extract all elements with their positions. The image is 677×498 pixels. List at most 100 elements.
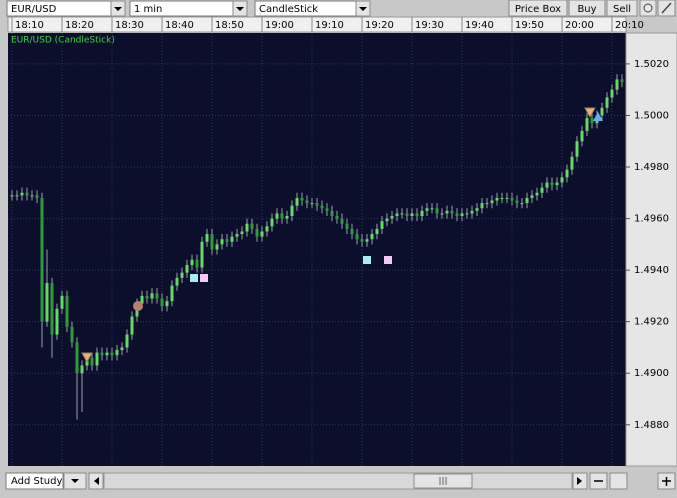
candle-body: [565, 169, 569, 178]
candle-body: [550, 182, 554, 186]
candle-body: [270, 218, 274, 227]
plot-area: [8, 33, 626, 466]
y-tick-label: 1.4900: [634, 368, 669, 379]
candle-body: [235, 234, 239, 237]
candle-body: [70, 326, 74, 343]
candle-body: [80, 365, 84, 374]
candle-body: [310, 203, 314, 205]
candle-body: [580, 130, 584, 142]
candle-body: [240, 231, 244, 235]
candle-body: [410, 213, 414, 216]
candle-body: [295, 197, 299, 206]
candle-body: [250, 223, 254, 229]
y-tick-label: 1.5020: [634, 59, 669, 70]
candle-body: [510, 197, 514, 201]
candle-body: [515, 200, 519, 204]
candle-body: [400, 213, 404, 215]
candle-body: [35, 195, 39, 198]
candle-body: [360, 239, 364, 242]
x-tick-label: 19:30: [415, 20, 444, 31]
x-tick-label: 19:40: [465, 20, 494, 31]
candle-body: [600, 107, 604, 116]
settings-button[interactable]: [639, 0, 657, 17]
candle-body: [155, 293, 159, 299]
x-tick-label: 18:20: [65, 20, 94, 31]
order-marker: [133, 301, 143, 311]
candle-body: [610, 89, 614, 98]
candle-body: [105, 352, 109, 356]
candle-body: [290, 205, 294, 216]
y-tick-label: 1.4880: [634, 420, 669, 431]
candle-body: [420, 210, 424, 216]
candle-body: [430, 208, 434, 210]
candle-body: [620, 79, 624, 82]
candle-body: [275, 213, 279, 219]
interval: 1 min: [134, 4, 162, 15]
x-tick-label: 18:50: [215, 20, 244, 31]
zoom-in-small[interactable]: [609, 472, 628, 490]
candle-body: [495, 197, 499, 201]
candle-body: [280, 213, 284, 219]
candle-body: [20, 192, 24, 196]
candle-body: [25, 192, 29, 196]
x-tick-label: 19:20: [365, 20, 394, 31]
arrow-icon: [359, 7, 367, 11]
candle-body: [180, 272, 184, 278]
candle-body: [585, 118, 589, 131]
candle-body: [210, 234, 214, 250]
candle-body: [185, 264, 189, 273]
candle-body: [175, 277, 179, 286]
candle-body: [385, 218, 389, 222]
candle-body: [355, 234, 359, 240]
candle-body: [330, 210, 334, 216]
candle-body: [265, 226, 269, 232]
y-tick-label: 1.4960: [634, 214, 669, 225]
candle-body: [255, 228, 259, 237]
price-box-button[interactable]: [508, 0, 568, 17]
candle-body: [230, 236, 234, 242]
y-tick-label: 1.5000: [634, 110, 669, 121]
x-tick-label: 20:00: [565, 20, 594, 31]
candle-body: [50, 283, 54, 335]
candle-body: [320, 205, 324, 209]
bottom-bar: Add Study: [5, 472, 676, 490]
candle-body: [165, 301, 169, 307]
candle-body: [535, 192, 539, 196]
candle-body: [370, 234, 374, 240]
button-label: Price Box: [515, 4, 561, 15]
candle-body: [570, 156, 574, 170]
candle-body: [60, 295, 64, 309]
candle-body: [215, 244, 219, 250]
candle-body: [375, 228, 379, 235]
candle-body: [40, 197, 44, 322]
candle-body: [115, 350, 119, 356]
arrow-icon: [71, 479, 79, 483]
candle-body: [525, 197, 529, 204]
candle-body: [285, 215, 289, 219]
candle-body: [205, 234, 209, 242]
candle-body: [530, 195, 534, 198]
candle-body: [475, 208, 479, 211]
order-marker: [363, 256, 371, 264]
button-label: Sell: [613, 4, 631, 15]
candle-body: [440, 213, 444, 215]
y-tick-label: 1.4920: [634, 317, 669, 328]
scroll-track[interactable]: [103, 472, 573, 490]
candle-body: [555, 182, 559, 186]
candle-body: [470, 210, 474, 214]
order-marker: [384, 256, 392, 264]
candle-body: [465, 213, 469, 215]
candle-body: [560, 177, 564, 183]
candle-body: [575, 141, 579, 157]
x-tick-label: 18:40: [165, 20, 194, 31]
buy-button[interactable]: [568, 0, 606, 17]
candle-body: [90, 357, 94, 366]
candle-body: [160, 298, 164, 307]
candle-body: [65, 295, 69, 327]
candle-body: [245, 223, 249, 232]
candle-body: [365, 239, 369, 242]
study-select[interactable]: [5, 472, 64, 490]
candle-body: [350, 228, 354, 235]
sell-button[interactable]: [606, 0, 638, 17]
candle-body: [340, 218, 344, 224]
